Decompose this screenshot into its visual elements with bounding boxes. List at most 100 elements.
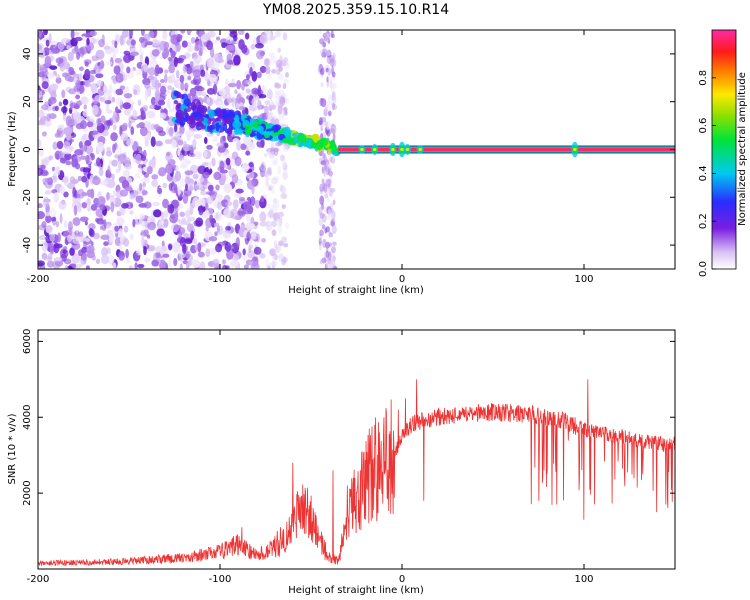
spectrogram-cell (229, 30, 238, 35)
snr-x-axis-label: Height of straight line (km) (288, 585, 424, 596)
spectrogram-cell (256, 50, 264, 60)
spectrogram-cell (120, 132, 129, 142)
spectrogram-cell (128, 265, 133, 269)
spectrogram-cell (268, 186, 272, 191)
spectrogram-cell (198, 209, 204, 216)
spectrogram-cell (197, 242, 202, 253)
spectrogram-cell (86, 121, 94, 128)
spectrogram-cell (213, 171, 222, 181)
spectrogram-cell (130, 126, 135, 136)
spectrogram-cell (48, 98, 55, 106)
spectrogram-cell (53, 257, 63, 262)
spectrogram-cell (74, 36, 83, 42)
spectrogram-cell (418, 148, 423, 151)
spectrogram-cell (278, 66, 284, 72)
spectrogram-cell (40, 159, 50, 167)
spectrogram-cell (319, 259, 323, 265)
spectrogram-cell (66, 234, 73, 243)
spectrogram-cell (360, 148, 364, 151)
spectrogram-cell (236, 80, 242, 90)
spectrogram-cell (88, 116, 95, 122)
spectrogram-cell (192, 139, 197, 148)
spectrogram-cell (46, 260, 54, 268)
spectrogram-cell (190, 79, 198, 85)
spectrogram-cell (184, 176, 191, 185)
spectrogram-cell (125, 96, 132, 105)
spectrogram-cell (250, 122, 258, 127)
spectrogram-cell (69, 176, 76, 184)
spectrogram-cell (235, 188, 244, 194)
spectrogram-cell (45, 39, 50, 47)
spectrogram-cell (242, 248, 246, 256)
x-tick-label: -200 (27, 274, 50, 285)
spectrogram-cell (281, 109, 286, 118)
spectrogram-cell (123, 50, 130, 56)
spectrogram-cell (266, 224, 273, 231)
spectrogram-cell (319, 30, 322, 35)
spectrogram-cell (86, 189, 94, 198)
spectrogram-cell (269, 51, 275, 59)
spectrogram-cell (53, 192, 60, 203)
spectrogram-cell (330, 202, 334, 208)
spectrogram-cell (201, 201, 206, 207)
colorbar-tick-label: 0.2 (698, 213, 709, 229)
spectrogram-cell (187, 30, 193, 33)
spectrogram-cell (146, 166, 153, 175)
spectrogram-cell (329, 170, 333, 179)
spectrogram-cell (263, 86, 268, 95)
spectrogram-cell (215, 213, 219, 220)
spectrogram-cell (222, 264, 228, 269)
spectrogram-cell (143, 245, 147, 256)
spectrogram-cell (194, 54, 202, 64)
spectrogram-cell (129, 233, 134, 240)
spectrogram-cell (68, 226, 73, 238)
chart-title: YM08.2025.359.15.10.R14 (262, 2, 449, 18)
spectrogram-cell (207, 160, 212, 170)
snr-y-axis-label: SNR (10 * v/v) (7, 413, 18, 484)
spectrogram-cell (143, 63, 148, 73)
colorbar-ticks: 0.0 0.2 0.4 0.6 0.8 (698, 70, 716, 277)
spectrogram-cell (139, 182, 143, 192)
spectrogram-cell (118, 176, 127, 184)
spectrogram-cell (279, 55, 283, 64)
spectrogram-cell (134, 252, 140, 262)
spectrogram-cell (264, 30, 270, 36)
spectrogram-cell (48, 207, 57, 218)
spectrogram-cell (242, 254, 248, 261)
spectrogram-cell (121, 202, 129, 209)
spectrogram-cell (168, 243, 173, 251)
spectrogram-cell (259, 211, 267, 223)
spectrogram-cell (195, 101, 202, 110)
spectrogram-cell (126, 66, 131, 74)
spectrogram-cell (121, 30, 129, 38)
spectrogram-cell (236, 140, 242, 151)
snr-panel: -200 -100 0 100 2000 4000 6000 Height of strai… (7, 329, 676, 596)
spectrogram-cell (75, 229, 79, 234)
spectrogram-cell (150, 123, 156, 131)
spectrogram-cell (122, 169, 131, 178)
spectrogram-cell (142, 182, 146, 188)
spectrogram-cell (112, 189, 117, 197)
spectrogram-cell (213, 222, 220, 227)
spectrogram-cell (55, 76, 62, 84)
spectrogram-cell (274, 254, 278, 261)
spectrogram-cell (98, 167, 104, 177)
spectrogram-cell (162, 210, 169, 219)
spectrogram-cell (171, 73, 175, 82)
spectrogram-cell (46, 241, 54, 252)
spectrogram-cell (260, 161, 267, 172)
y-tick-label: 2000 (22, 480, 33, 505)
spectrogram-cell (116, 217, 125, 226)
spectrogram-cell (246, 213, 251, 222)
spectrogram-cell (54, 166, 61, 177)
spectrogram-cell (64, 152, 72, 161)
spectrogram-cell (95, 157, 101, 167)
spectrogram-cell (100, 225, 104, 230)
spectrogram-cell (391, 148, 395, 151)
spectrogram-cell (232, 199, 239, 210)
spectrogram-cell (81, 246, 88, 254)
spectrogram-cell (118, 242, 123, 250)
spectrogram-cell (137, 263, 145, 269)
spectrogram-cell (76, 188, 85, 199)
spectrogram-cell (59, 61, 66, 72)
